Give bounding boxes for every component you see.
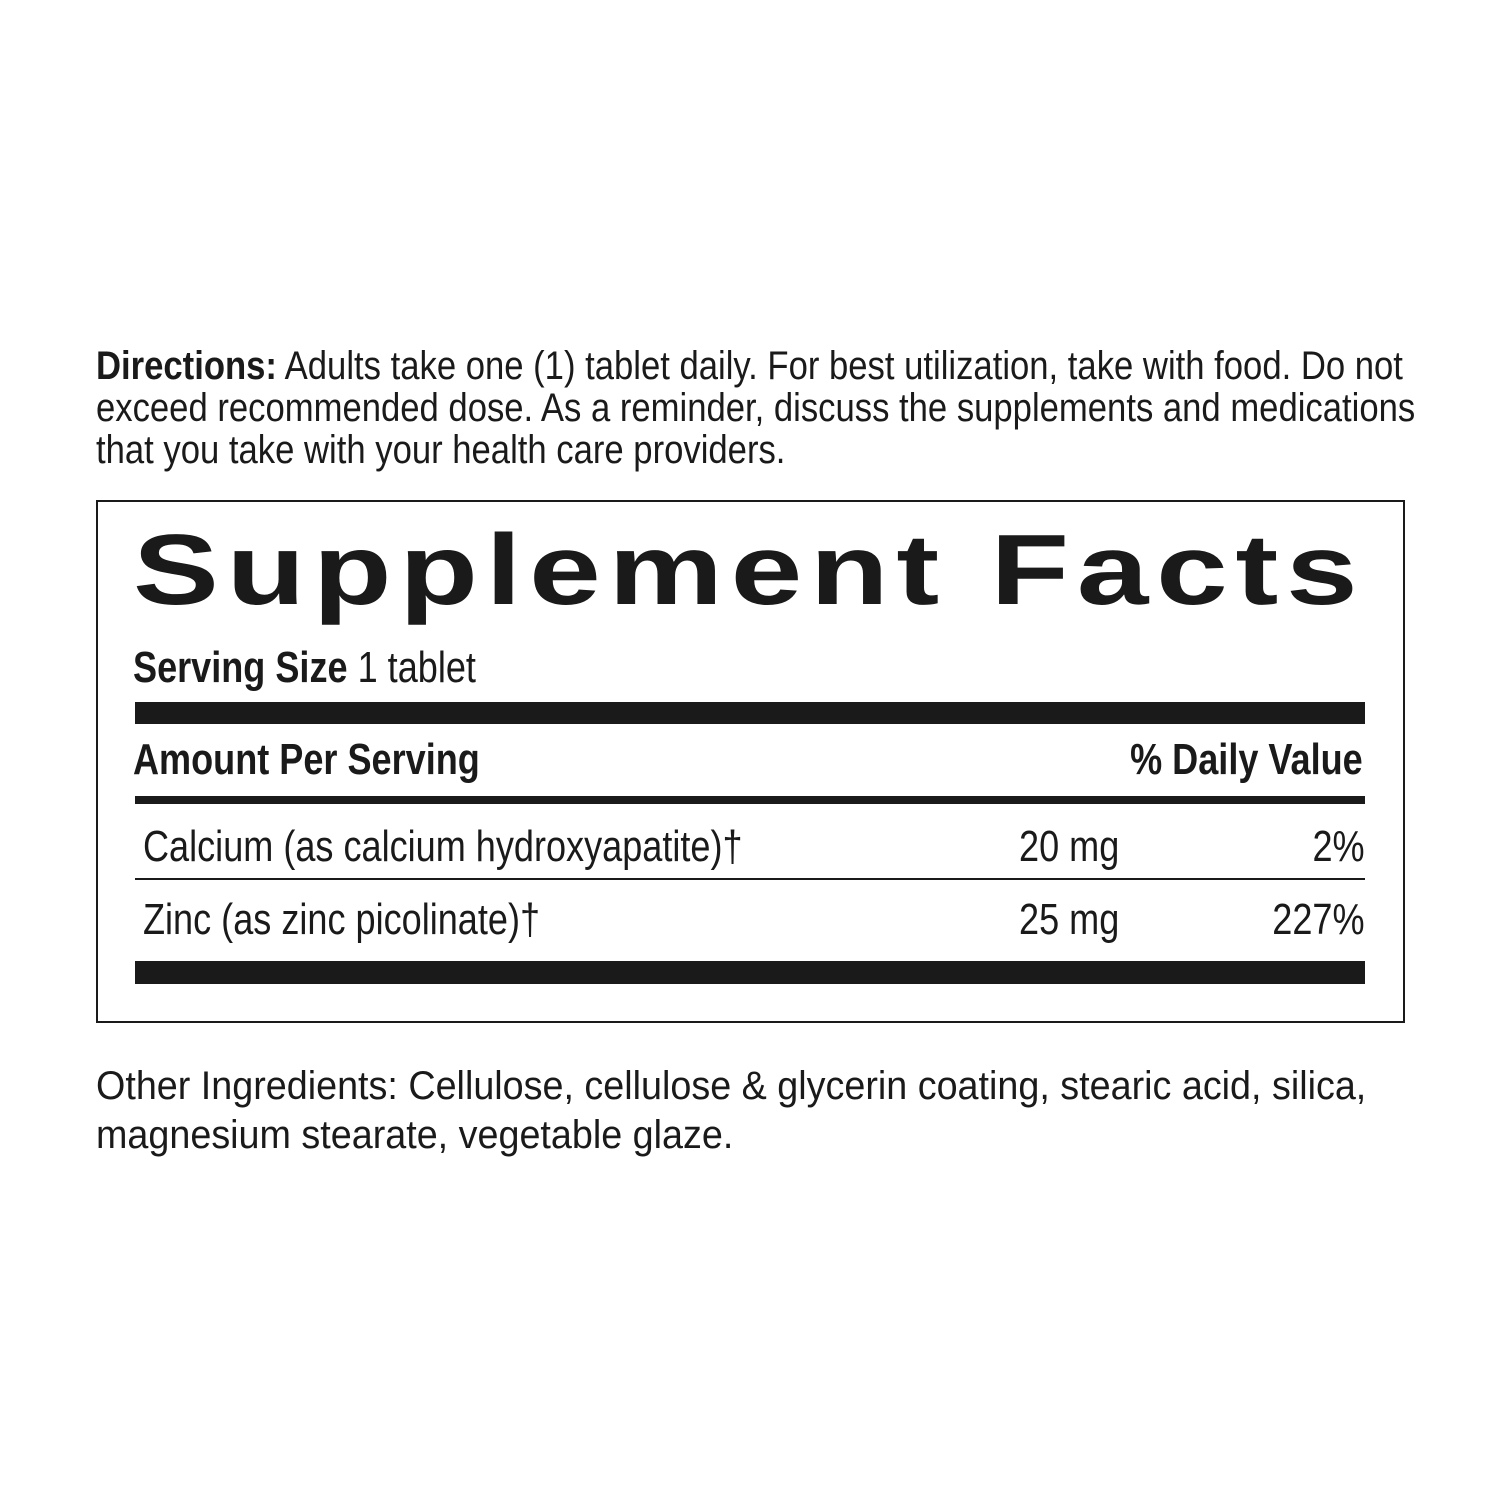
directions: Directions: Adults take one (1) tablet d…: [96, 344, 1416, 472]
thin-divider: [135, 878, 1365, 880]
serving-size: Serving Size 1 tablet: [133, 643, 476, 692]
medium-divider: [135, 796, 1365, 804]
table-row: Zinc (as zinc picolinate)† 25 mg 227%: [143, 895, 1365, 944]
header-row: Amount Per Serving % Daily Value: [133, 735, 1363, 784]
panel-title: Supplement Facts: [133, 514, 1366, 626]
thick-divider: [135, 961, 1365, 984]
supplement-facts-panel: Supplement Facts Serving Size 1 tablet A…: [96, 500, 1405, 1023]
table-row: Calcium (as calcium hydroxyapatite)† 20 …: [143, 822, 1365, 871]
other-ingredients: Other Ingredients: Cellulose, cellulose …: [96, 1064, 1367, 1157]
thick-divider: [135, 702, 1365, 724]
directions-label: Directions:: [96, 344, 277, 388]
